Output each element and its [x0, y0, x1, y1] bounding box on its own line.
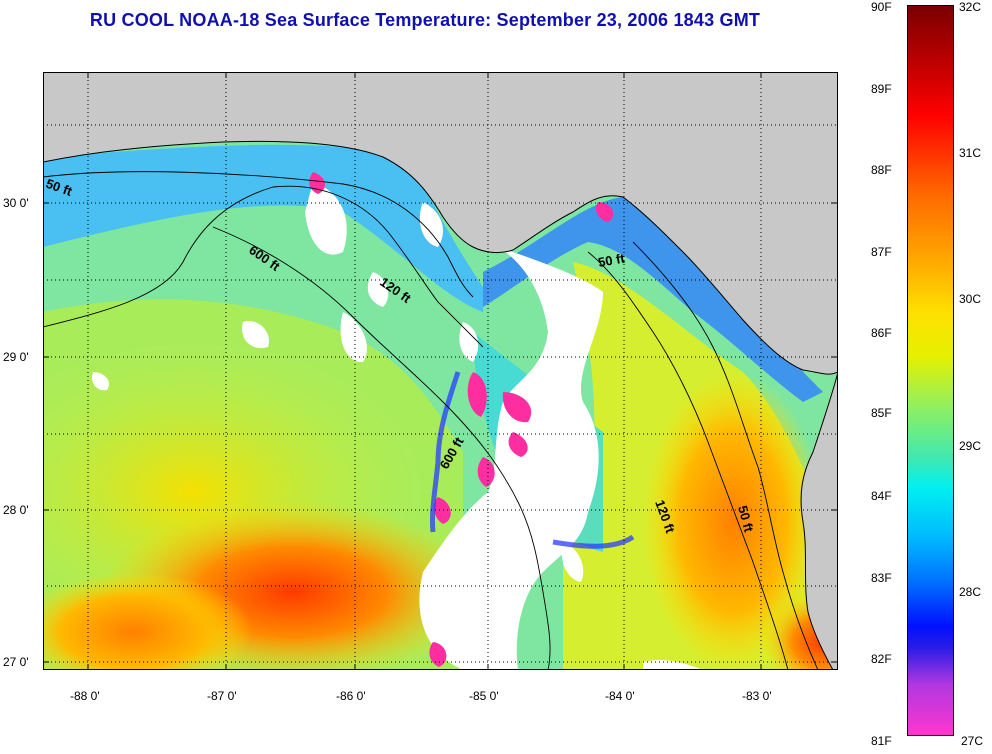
- lon-label-85: -85 0': [469, 689, 499, 703]
- temperature-colorbar: [907, 5, 954, 736]
- lat-label-29: 29 0': [3, 350, 29, 364]
- colorbar-label-81f: 81F: [871, 734, 892, 748]
- sst-cool-coastal-band-east: [483, 197, 823, 402]
- contour-label-50ft-east: 50 ft: [597, 250, 627, 270]
- sst-cool-coastal-band-west: [43, 144, 483, 312]
- cloud-mask: [92, 182, 703, 670]
- colorbar-label-82f: 82F: [871, 652, 892, 666]
- colorbar-label-27c: 27C: [961, 734, 984, 748]
- graticule: [43, 72, 838, 670]
- lon-label-86: -86 0': [336, 689, 366, 703]
- sst-map-panel: 50 ft 600 ft 120 ft 50 ft 600 ft 120 ft …: [43, 72, 838, 670]
- colorbar-label-84f: 84F: [871, 489, 892, 503]
- colorbar-label-32c: 32C: [959, 0, 982, 14]
- map-ticks: [43, 72, 838, 670]
- colorbar-label-88f: 88F: [871, 163, 892, 177]
- colorbar-label-86f: 86F: [871, 326, 892, 340]
- colorbar-label-90f: 90F: [871, 0, 892, 14]
- contour-label-50ft-southeast: 50 ft: [735, 504, 757, 534]
- lon-label-83: -83 0': [742, 689, 772, 703]
- lon-label-84: -84 0': [605, 689, 635, 703]
- coastline: [43, 140, 838, 670]
- map-frame: [43, 72, 838, 670]
- map-title: RU COOL NOAA-18 Sea Surface Temperature:…: [89, 10, 761, 30]
- colorbar-label-31c: 31C: [959, 146, 982, 160]
- colorbar-label-87f: 87F: [871, 245, 892, 259]
- lat-label-30: 30 0': [3, 196, 29, 210]
- lon-label-88: -88 0': [70, 689, 100, 703]
- bathymetry-contours: [43, 171, 819, 670]
- land-area-east: [801, 372, 838, 670]
- lon-label-87: -87 0': [207, 689, 237, 703]
- sst-warm-region-east: [643, 372, 823, 670]
- colorbar-label-30c: 30C: [959, 292, 982, 306]
- colorbar-label-85f: 85F: [871, 406, 892, 420]
- lat-label-27: 27 0': [3, 655, 29, 669]
- sst-warm-region-s: [43, 572, 253, 670]
- lat-label-28: 28 0': [3, 503, 29, 517]
- colorbar-label-83f: 83F: [871, 571, 892, 585]
- colorbar-label-89f: 89F: [871, 82, 892, 96]
- colorbar-label-29c: 29C: [959, 439, 982, 453]
- sst-map: 50 ft 600 ft 120 ft 50 ft 600 ft 120 ft …: [43, 72, 838, 670]
- cool-edges: [429, 371, 635, 549]
- land-area: [43, 72, 838, 375]
- colorbar-label-28c: 28C: [959, 585, 982, 599]
